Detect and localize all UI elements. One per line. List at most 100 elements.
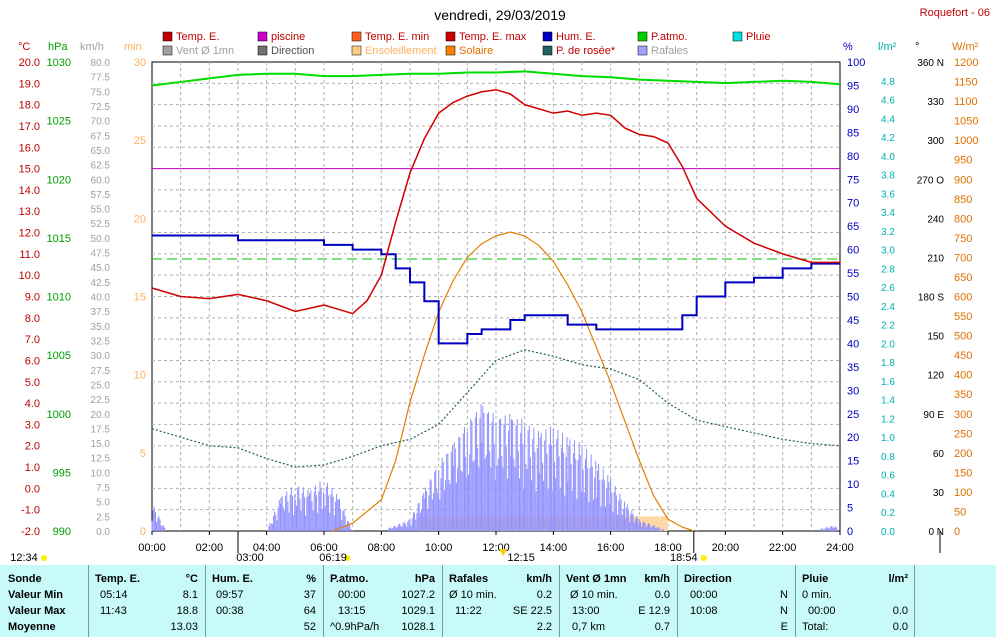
tick-hpa: 1000 — [47, 409, 71, 421]
pluie-total-label: Total: — [802, 621, 829, 633]
solar-noon-icon — [499, 549, 508, 556]
tick-kmh: 5.0 — [96, 498, 110, 509]
tick-rain: 1.6 — [881, 377, 895, 388]
tick-temp: 13.0 — [19, 206, 40, 218]
tick-deg: 240 — [927, 214, 944, 225]
pluie-max-value: 0.0 — [892, 605, 908, 617]
tick-rain: 4.8 — [881, 77, 895, 88]
tick-wm2: 400 — [954, 370, 972, 382]
tick-temp: 6.0 — [25, 355, 40, 367]
temp-min-value: 8.1 — [182, 589, 198, 601]
tick-temp: -1.0 — [21, 505, 40, 517]
tick-wm2: 1000 — [954, 135, 978, 147]
temp-max-time: 11:43 — [100, 605, 127, 617]
dir-max-time: 10:08 — [690, 605, 718, 617]
moonset-label: 12:34 — [10, 552, 38, 564]
tick-deg: 180 S — [918, 293, 944, 304]
dir-min-time: 00:00 — [690, 589, 718, 601]
tick-pct: 95 — [847, 80, 859, 92]
legend-label: Solaire — [459, 45, 493, 57]
tick-rain: 3.2 — [881, 227, 895, 238]
axis-unit-rain: l/m² — [878, 41, 897, 53]
tick-pct: 85 — [847, 127, 859, 139]
stats-header-sonde: Sonde — [8, 573, 42, 585]
tick-kmh: 35.0 — [91, 322, 111, 333]
tick-kmh: 37.5 — [91, 307, 111, 318]
tick-deg: 60 — [933, 449, 945, 460]
legend-swatch — [732, 31, 743, 42]
sunrise-label: 06:19 — [319, 552, 347, 564]
dewpoint-line — [151, 349, 841, 468]
tick-time: 16:00 — [597, 542, 625, 554]
vent-min-value: 0.0 — [654, 589, 670, 601]
patmo-min-value: 1027.2 — [401, 589, 435, 601]
location-label: Roquefort - 06 — [920, 7, 990, 19]
vent-max-value: E 12.9 — [638, 605, 670, 617]
tick-kmh: 10.0 — [91, 468, 111, 479]
tick-rain: 2.2 — [881, 321, 895, 332]
tick-kmh: 25.0 — [91, 380, 111, 391]
tick-rain: 4.6 — [881, 96, 895, 107]
tick-rain: 3.6 — [881, 189, 895, 200]
tick-kmh: 65.0 — [91, 146, 111, 157]
tick-kmh: 60.0 — [91, 175, 111, 186]
tick-wm2: 500 — [954, 331, 972, 343]
tick-kmh: 47.5 — [91, 249, 111, 260]
tick-rain: 2.4 — [881, 302, 895, 313]
axis-unit-pct: % — [843, 41, 853, 53]
vent-min-time: Ø 10 min. — [570, 589, 618, 601]
rafales-max-time: 11:22 — [455, 605, 482, 617]
tick-temp: 3.0 — [25, 419, 40, 431]
legend-label: Rafales — [651, 45, 689, 57]
tick-kmh: 57.5 — [91, 190, 111, 201]
tick-time: 12:00 — [482, 542, 510, 554]
stats-divider — [205, 565, 206, 637]
pluie-max-time: 00:00 — [808, 605, 836, 617]
tick-deg: 90 E — [923, 410, 944, 421]
rafales-series — [151, 403, 838, 531]
legend-swatch — [351, 31, 362, 42]
row-label: Valeur Min — [8, 589, 64, 601]
tick-pct: 55 — [847, 268, 859, 280]
tick-kmh: 20.0 — [91, 410, 111, 421]
tick-deg: 210 — [927, 253, 944, 264]
legend-swatch — [162, 45, 173, 56]
tick-temp: 0.0 — [25, 483, 40, 495]
tick-rain: 4.2 — [881, 133, 895, 144]
tick-rain: 2.0 — [881, 339, 895, 350]
tick-rain: 3.4 — [881, 208, 895, 219]
legend-label: Temp. E. max — [459, 31, 527, 43]
tick-deg: 330 — [927, 97, 944, 108]
tick-rain: 0.0 — [881, 527, 895, 538]
tick-min: 20 — [134, 213, 146, 225]
tick-wm2: 900 — [954, 174, 972, 186]
tick-kmh: 22.5 — [91, 395, 111, 406]
temp-max-value: 18.8 — [176, 605, 198, 617]
tick-temp: 7.0 — [25, 334, 40, 346]
hum-min-time: 09:57 — [216, 589, 244, 601]
tick-temp: 2.0 — [25, 441, 40, 453]
tick-deg: 360 N — [917, 58, 944, 69]
tick-kmh: 17.5 — [91, 424, 111, 435]
patmo-max-time: 13:15 — [338, 605, 366, 617]
stats-header-rafales-unit: km/h — [526, 573, 552, 585]
tick-time: 00:00 — [138, 542, 166, 554]
tick-temp: 8.0 — [25, 313, 40, 325]
tick-kmh: 45.0 — [91, 263, 111, 274]
vent-avg-value: 0.7 — [654, 621, 670, 633]
stats-divider — [88, 565, 89, 637]
row-label: Valeur Max — [8, 605, 66, 617]
stats-header-rafales: Rafales — [449, 573, 489, 585]
tick-hpa: 1005 — [47, 350, 71, 362]
tick-wm2: 200 — [954, 448, 972, 460]
stats-header-patmo-unit: hPa — [414, 573, 435, 585]
tick-deg: 120 — [927, 371, 944, 382]
tick-temp: 11.0 — [19, 249, 40, 261]
stats-header-direction: Direction — [684, 573, 732, 585]
legend-label: Vent Ø 1mn — [176, 45, 234, 57]
rafales-avg-value: 2.2 — [536, 621, 552, 633]
tick-temp: 4.0 — [25, 398, 40, 410]
hum-avg-value: 52 — [303, 621, 316, 633]
temp-avg-value: 13.03 — [170, 621, 198, 633]
tick-temp: 12.0 — [19, 228, 40, 240]
